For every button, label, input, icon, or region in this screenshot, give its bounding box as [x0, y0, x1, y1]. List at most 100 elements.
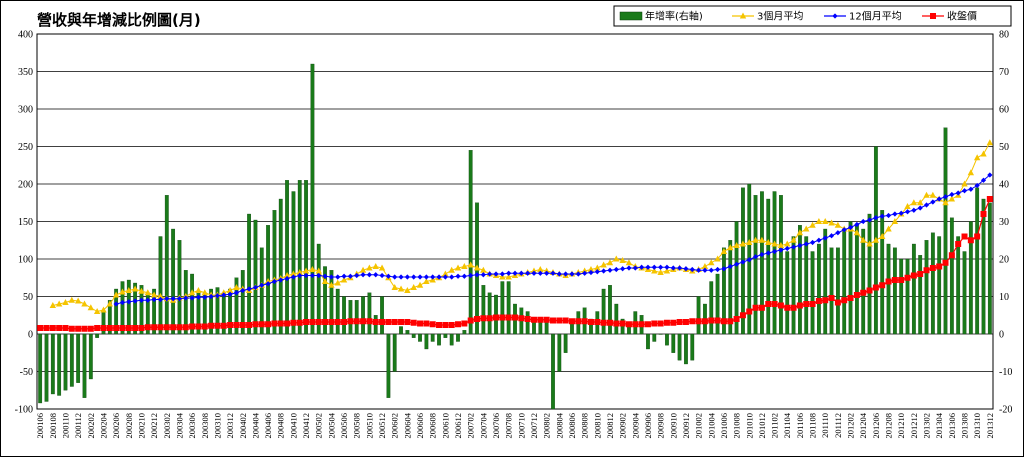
point [202, 294, 208, 300]
point [961, 180, 968, 187]
x-tick-label: 201310 [972, 413, 982, 439]
x-tick-label: 200112 [73, 413, 83, 438]
point [265, 281, 271, 287]
point [873, 215, 879, 221]
legend-marker [739, 12, 747, 19]
point [106, 300, 114, 307]
point [834, 299, 841, 306]
point [822, 235, 828, 241]
bar [924, 240, 929, 335]
point [809, 221, 816, 228]
point [632, 321, 639, 328]
point [150, 291, 158, 298]
point [334, 319, 341, 325]
point [556, 317, 563, 324]
point [354, 272, 360, 279]
point [961, 188, 968, 194]
point [74, 297, 82, 304]
point [145, 297, 151, 303]
point [442, 322, 449, 328]
bar [183, 270, 188, 335]
point [341, 319, 348, 325]
point [430, 274, 436, 280]
point [942, 199, 949, 206]
point [233, 290, 240, 296]
bar [88, 333, 93, 380]
x-tick-label: 200606 [415, 413, 425, 439]
bar [437, 333, 441, 346]
point [302, 267, 310, 274]
x-tick-label: 200608 [428, 413, 438, 439]
point [822, 218, 829, 224]
bar [209, 288, 213, 335]
x-tick-label: 201210 [896, 413, 906, 439]
bar [291, 191, 296, 335]
bar [399, 326, 403, 335]
point [670, 319, 677, 326]
point [259, 282, 265, 288]
point [885, 225, 892, 232]
point [658, 264, 664, 270]
bar [329, 270, 334, 335]
bar [829, 247, 834, 335]
point [125, 325, 132, 331]
point [803, 301, 810, 307]
point [663, 319, 670, 326]
point [309, 272, 316, 279]
x-tick-label: 200602 [390, 413, 400, 439]
bar [380, 296, 384, 335]
bar [411, 333, 416, 338]
x-tick-label: 201110 [820, 413, 830, 438]
point [620, 266, 626, 272]
bar [418, 333, 422, 342]
bar [487, 292, 492, 335]
point [189, 323, 196, 330]
bar [367, 292, 372, 335]
point [423, 274, 429, 280]
point [442, 270, 449, 277]
point [936, 196, 942, 202]
point [315, 267, 322, 274]
x-tick-label: 200610 [440, 413, 450, 439]
point [910, 272, 917, 279]
point [696, 267, 702, 273]
x-tick-label: 200512 [377, 413, 387, 439]
x-tick-label: 200210 [136, 413, 146, 439]
legend-label: 收盤價 [947, 10, 977, 23]
bar [386, 333, 391, 398]
point [594, 264, 601, 271]
point [892, 211, 898, 217]
point [303, 272, 309, 279]
point [987, 172, 993, 178]
point [936, 263, 943, 270]
bar [968, 221, 973, 335]
chart-title: 營收與年增減比例圖(月) [37, 11, 201, 29]
point [740, 259, 746, 265]
point [739, 240, 747, 247]
point [113, 301, 119, 307]
point [777, 302, 784, 309]
point [549, 317, 556, 324]
bar [57, 333, 62, 396]
point [429, 321, 436, 328]
point [322, 319, 329, 325]
bar [943, 127, 948, 335]
bar [38, 333, 43, 404]
point [75, 325, 82, 332]
point [942, 194, 949, 200]
point [537, 270, 543, 276]
y-left-tick-label: 300 [18, 105, 33, 116]
point [157, 296, 164, 303]
point [233, 322, 240, 328]
point [948, 195, 956, 202]
point [860, 289, 867, 296]
point [144, 324, 151, 331]
x-tick-label: 200304 [174, 412, 184, 438]
point [410, 284, 417, 290]
point [752, 254, 759, 260]
bar [304, 180, 308, 335]
point [138, 297, 145, 303]
point [625, 259, 633, 266]
bar [677, 333, 682, 361]
point [733, 261, 740, 267]
